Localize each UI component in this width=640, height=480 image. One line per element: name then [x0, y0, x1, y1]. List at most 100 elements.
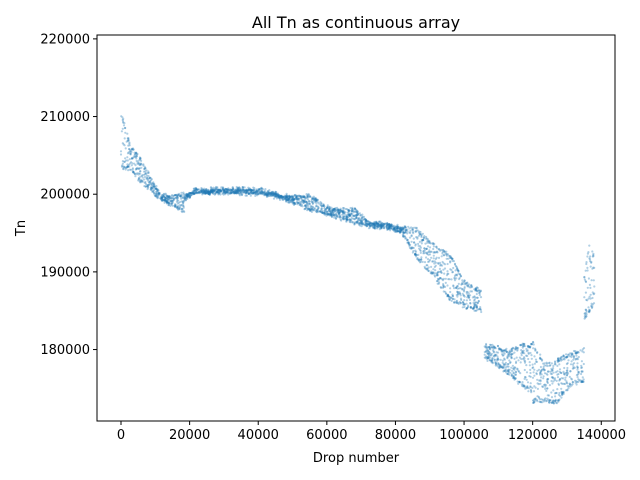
data-point: [204, 190, 207, 193]
data-point: [209, 186, 212, 189]
data-point: [586, 299, 589, 302]
data-point: [165, 200, 168, 203]
data-point: [558, 363, 561, 366]
data-point: [475, 292, 478, 296]
data-point: [185, 193, 188, 196]
data-point: [139, 164, 142, 167]
data-point: [231, 189, 234, 192]
data-point: [455, 299, 459, 302]
data-point: [278, 195, 281, 198]
data-point: [278, 194, 281, 197]
data-point: [425, 252, 429, 255]
data-point: [195, 191, 198, 194]
data-point: [155, 185, 158, 188]
data-point: [207, 191, 210, 194]
data-point: [261, 192, 264, 195]
data-point: [584, 269, 587, 272]
data-point: [156, 190, 159, 193]
data-point: [368, 223, 371, 226]
data-point: [508, 359, 511, 362]
data-point: [277, 194, 280, 197]
data-point: [143, 181, 146, 184]
data-point: [126, 163, 129, 166]
data-point: [164, 197, 167, 200]
data-point: [293, 198, 296, 201]
data-point: [293, 194, 296, 197]
data-point: [306, 196, 309, 199]
data-point: [179, 206, 182, 209]
data-point: [225, 190, 228, 193]
data-point: [169, 202, 172, 205]
data-point: [585, 309, 588, 313]
data-point: [451, 257, 454, 260]
data-point: [350, 212, 353, 215]
data-point: [131, 170, 134, 173]
data-point: [426, 240, 429, 243]
data-point: [163, 201, 166, 204]
data-point: [320, 208, 323, 211]
data-point: [253, 191, 256, 194]
data-point: [215, 190, 218, 193]
data-point: [426, 258, 430, 261]
data-point: [208, 191, 211, 194]
data-point: [152, 181, 155, 184]
data-point: [286, 198, 289, 201]
data-point: [191, 190, 194, 193]
data-point: [488, 351, 491, 354]
data-point: [332, 208, 335, 211]
data-point: [181, 200, 185, 203]
data-point: [122, 167, 125, 170]
data-point: [154, 187, 157, 190]
data-point: [194, 189, 197, 192]
data-point: [334, 209, 337, 212]
data-point: [119, 153, 123, 156]
data-point: [311, 202, 314, 205]
data-point: [166, 195, 169, 198]
data-point: [208, 193, 211, 196]
data-point: [308, 195, 311, 198]
data-point: [468, 298, 471, 301]
data-point: [231, 188, 235, 191]
data-point: [551, 369, 554, 372]
data-point: [549, 370, 552, 373]
data-point: [167, 203, 170, 207]
data-point: [512, 374, 515, 378]
data-point: [321, 204, 324, 208]
data-point: [302, 196, 305, 199]
data-point: [247, 192, 250, 195]
data-point: [132, 171, 135, 174]
data-point: [478, 294, 481, 297]
data-point: [216, 191, 219, 194]
data-point: [311, 196, 314, 199]
data-point: [261, 191, 264, 194]
data-point: [336, 215, 339, 218]
data-point: [139, 162, 142, 165]
data-point: [181, 196, 184, 200]
data-point: [139, 178, 142, 181]
data-point: [156, 197, 159, 200]
data-point: [177, 201, 180, 204]
data-point: [307, 195, 310, 199]
data-point: [270, 192, 273, 195]
data-point: [206, 188, 210, 191]
data-point: [235, 191, 238, 195]
data-point: [155, 192, 158, 195]
data-point: [241, 189, 244, 192]
data-point: [562, 377, 565, 380]
data-point: [303, 196, 306, 199]
data-point: [542, 368, 545, 371]
data-point: [188, 196, 191, 199]
data-point: [535, 360, 538, 363]
data-point: [220, 186, 223, 189]
data-point: [557, 359, 561, 362]
data-point: [272, 191, 275, 194]
data-point: [311, 197, 314, 200]
data-point: [240, 193, 243, 197]
data-point: [288, 201, 291, 204]
data-point: [332, 213, 335, 216]
data-point: [283, 197, 286, 201]
data-point: [381, 224, 384, 227]
data-point: [565, 373, 569, 377]
data-point: [310, 210, 313, 213]
